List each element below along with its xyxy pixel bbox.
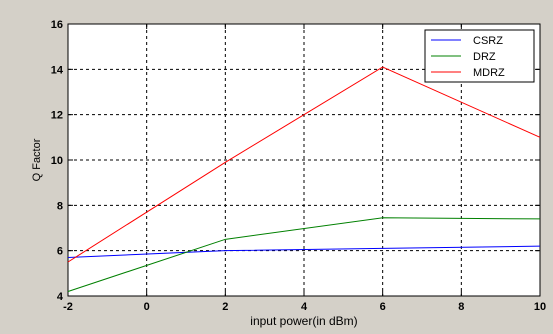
legend-label: CSRZ bbox=[473, 35, 503, 47]
series-line-drz bbox=[67, 217, 541, 292]
y-tick-label: 12 bbox=[51, 110, 63, 122]
y-tick-label: 6 bbox=[57, 246, 63, 258]
x-tick-label: -2 bbox=[63, 301, 73, 313]
y-tick-label: 14 bbox=[51, 64, 64, 76]
y-tick-label: 4 bbox=[57, 291, 64, 303]
legend-label: MDRZ bbox=[473, 67, 505, 79]
axis-ticks: -2 0 2 4 6 8 10 4 6 8 10 12 14 16 bbox=[51, 19, 546, 313]
x-tick-label: 2 bbox=[222, 301, 228, 313]
y-axis-label: Q Factor bbox=[31, 138, 43, 181]
legend-label: DRZ bbox=[473, 51, 496, 63]
x-tick-label: 0 bbox=[144, 301, 150, 313]
series-line-mdrz bbox=[67, 66, 541, 263]
series-line-csrz bbox=[67, 245, 541, 258]
x-tick-label: 8 bbox=[458, 301, 464, 313]
y-tick-label: 16 bbox=[51, 19, 63, 31]
series-layer bbox=[67, 66, 541, 292]
y-tick-label: 10 bbox=[51, 155, 63, 167]
x-tick-label: 10 bbox=[534, 301, 546, 313]
x-axis-label: input power(in dBm) bbox=[250, 314, 357, 328]
x-tick-label: 6 bbox=[380, 301, 386, 313]
legend: CSRZ DRZ MDRZ bbox=[424, 29, 535, 83]
y-tick-label: 8 bbox=[57, 200, 63, 212]
x-tick-label: 4 bbox=[301, 301, 308, 313]
